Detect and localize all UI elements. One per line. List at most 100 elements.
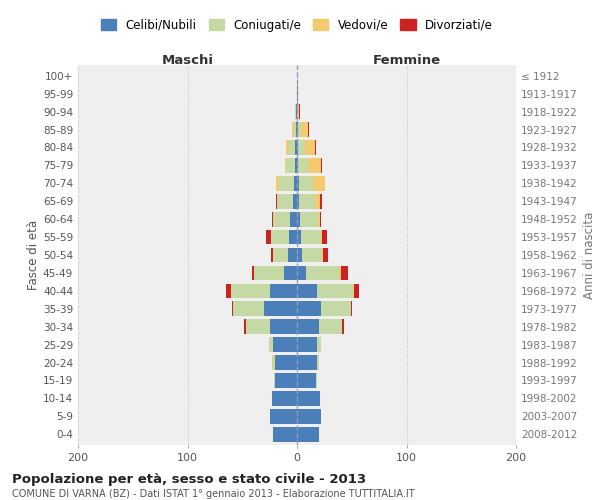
- Bar: [296, 104, 297, 119]
- Bar: [297, 427, 319, 442]
- Bar: [314, 194, 320, 208]
- Bar: [275, 355, 297, 370]
- Bar: [252, 266, 254, 280]
- Bar: [298, 122, 301, 137]
- Bar: [297, 104, 298, 119]
- Bar: [276, 194, 277, 208]
- Bar: [317, 355, 319, 370]
- Text: Maschi: Maschi: [161, 54, 214, 67]
- Bar: [273, 427, 297, 442]
- Bar: [275, 373, 297, 388]
- Bar: [301, 122, 308, 137]
- Bar: [297, 320, 319, 334]
- Text: Popolazione per età, sesso e stato civile - 2013: Popolazione per età, sesso e stato civil…: [12, 472, 366, 486]
- Legend: Celibi/Nubili, Coniugati/e, Vedovi/e, Divorziati/e: Celibi/Nubili, Coniugati/e, Vedovi/e, Di…: [96, 14, 498, 36]
- Bar: [299, 104, 300, 119]
- Bar: [295, 140, 297, 155]
- Bar: [271, 230, 289, 244]
- Bar: [299, 194, 314, 208]
- Bar: [245, 320, 269, 334]
- Bar: [317, 284, 353, 298]
- Bar: [317, 338, 321, 352]
- Bar: [233, 302, 264, 316]
- Bar: [319, 320, 342, 334]
- Bar: [276, 176, 280, 190]
- Bar: [273, 355, 275, 370]
- Bar: [232, 302, 233, 316]
- Bar: [272, 391, 297, 406]
- Bar: [316, 373, 317, 388]
- Bar: [297, 338, 317, 352]
- Bar: [298, 158, 308, 172]
- Bar: [271, 248, 273, 262]
- Bar: [274, 373, 275, 388]
- Bar: [308, 122, 309, 137]
- Bar: [286, 140, 289, 155]
- Bar: [308, 158, 321, 172]
- Bar: [313, 176, 325, 190]
- Bar: [289, 140, 295, 155]
- Bar: [301, 230, 321, 244]
- Bar: [269, 284, 297, 298]
- Bar: [322, 248, 323, 262]
- Bar: [297, 194, 299, 208]
- Bar: [320, 212, 321, 226]
- Bar: [288, 248, 297, 262]
- Bar: [286, 158, 295, 172]
- Bar: [264, 302, 297, 316]
- Text: COMUNE DI VARNA (BZ) - Dati ISTAT 1° gennaio 2013 - Elaborazione TUTTITALIA.IT: COMUNE DI VARNA (BZ) - Dati ISTAT 1° gen…: [12, 489, 415, 499]
- Bar: [306, 266, 338, 280]
- Bar: [298, 140, 305, 155]
- Bar: [321, 230, 322, 244]
- Bar: [321, 158, 322, 172]
- Bar: [322, 230, 326, 244]
- Bar: [266, 230, 271, 244]
- Bar: [293, 194, 297, 208]
- Bar: [297, 391, 320, 406]
- Bar: [292, 122, 294, 137]
- Y-axis label: Fasce di età: Fasce di età: [27, 220, 40, 290]
- Bar: [297, 122, 298, 137]
- Bar: [272, 212, 273, 226]
- Bar: [290, 212, 297, 226]
- Bar: [314, 140, 316, 155]
- Bar: [269, 320, 297, 334]
- Bar: [294, 122, 296, 137]
- Bar: [294, 176, 297, 190]
- Bar: [338, 266, 341, 280]
- Bar: [297, 158, 298, 172]
- Bar: [226, 284, 232, 298]
- Bar: [297, 248, 302, 262]
- Bar: [353, 284, 354, 298]
- Bar: [280, 176, 294, 190]
- Bar: [305, 140, 314, 155]
- Bar: [297, 266, 306, 280]
- Bar: [297, 176, 299, 190]
- Bar: [299, 176, 313, 190]
- Bar: [273, 338, 297, 352]
- Bar: [272, 355, 273, 370]
- Bar: [269, 338, 273, 352]
- Bar: [297, 212, 300, 226]
- Bar: [295, 104, 296, 119]
- Bar: [297, 302, 321, 316]
- Bar: [302, 248, 322, 262]
- Bar: [320, 194, 322, 208]
- Bar: [323, 248, 328, 262]
- Bar: [350, 302, 352, 316]
- Bar: [297, 86, 298, 101]
- Bar: [232, 284, 269, 298]
- Bar: [354, 284, 359, 298]
- Y-axis label: Anni di nascita: Anni di nascita: [583, 212, 596, 298]
- Bar: [269, 409, 297, 424]
- Bar: [298, 104, 299, 119]
- Bar: [300, 212, 318, 226]
- Bar: [244, 320, 245, 334]
- Bar: [273, 248, 288, 262]
- Bar: [284, 266, 297, 280]
- Bar: [341, 266, 349, 280]
- Bar: [297, 373, 316, 388]
- Bar: [285, 158, 286, 172]
- Bar: [342, 320, 344, 334]
- Bar: [297, 355, 317, 370]
